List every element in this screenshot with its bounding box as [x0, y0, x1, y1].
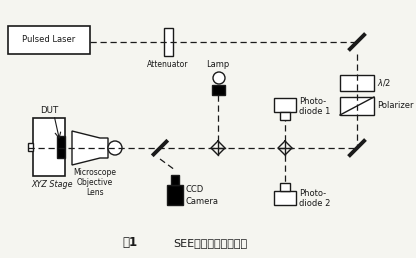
- Bar: [163, 28, 173, 56]
- Bar: [8, 26, 90, 54]
- Text: diode 2: diode 2: [299, 199, 330, 208]
- Text: Microscope: Microscope: [74, 168, 116, 177]
- Text: Objective: Objective: [77, 178, 113, 187]
- Bar: [340, 75, 374, 91]
- Bar: [171, 175, 179, 185]
- Circle shape: [108, 141, 122, 155]
- Text: 图1: 图1: [122, 237, 138, 249]
- Text: SEE测试设备的示意图: SEE测试设备的示意图: [173, 238, 247, 248]
- Text: Pulsed Laser: Pulsed Laser: [22, 36, 76, 44]
- Bar: [211, 85, 225, 95]
- Bar: [274, 191, 296, 205]
- Bar: [28, 143, 33, 151]
- Text: Photo-: Photo-: [299, 189, 326, 198]
- Text: Lamp: Lamp: [206, 60, 230, 69]
- Bar: [167, 185, 183, 205]
- Bar: [57, 136, 65, 158]
- Bar: [280, 112, 290, 120]
- Text: Polarizer: Polarizer: [377, 101, 414, 110]
- Circle shape: [213, 72, 225, 84]
- Bar: [340, 97, 374, 115]
- Text: diode 1: diode 1: [299, 107, 330, 116]
- Bar: [274, 98, 296, 112]
- Text: DUT: DUT: [40, 106, 58, 115]
- Text: XYZ Stage: XYZ Stage: [31, 180, 72, 189]
- Polygon shape: [72, 131, 108, 165]
- Text: Attenuator: Attenuator: [147, 60, 189, 69]
- Text: Lens: Lens: [86, 188, 104, 197]
- Text: Photo-: Photo-: [299, 96, 326, 106]
- Text: CCD: CCD: [186, 186, 204, 195]
- Bar: [33, 118, 65, 176]
- Text: $\lambda$/2: $\lambda$/2: [377, 77, 391, 88]
- Text: Camera: Camera: [186, 197, 219, 206]
- Bar: [280, 183, 290, 191]
